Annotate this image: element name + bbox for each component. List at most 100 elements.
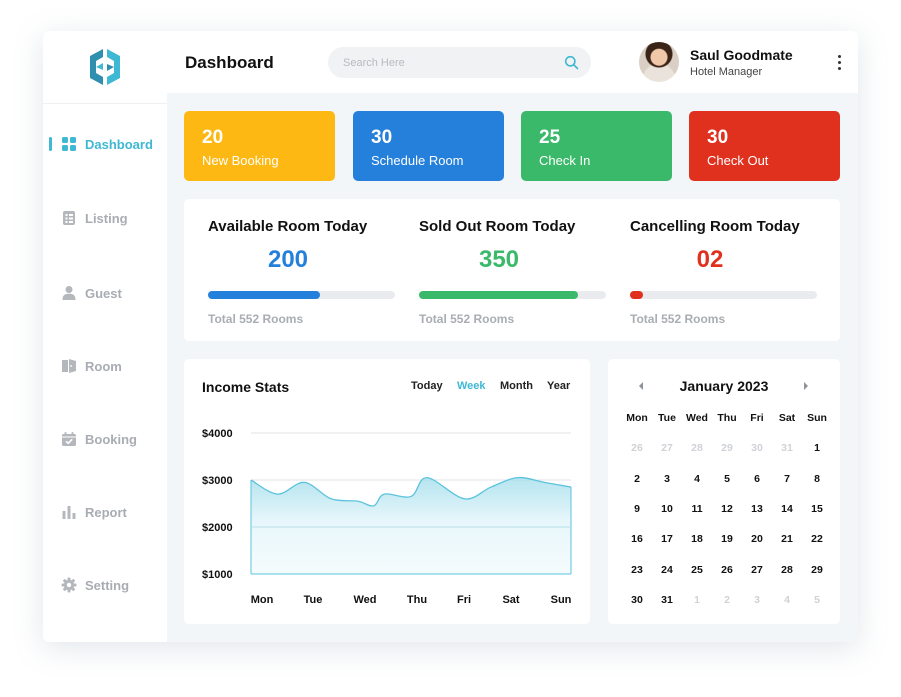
room-sold-out: Sold Out Room Today 350 Total 552 Rooms (419, 199, 606, 341)
calendar-day[interactable]: 1 (814, 442, 820, 455)
stat-value: 20 (202, 127, 224, 148)
calendar-day[interactable]: 14 (781, 502, 793, 515)
room-total: Total 552 Rooms (208, 312, 304, 326)
stat-card-new-booking[interactable]: 20 New Booking (184, 111, 335, 181)
calendar-day[interactable]: 30 (751, 442, 763, 455)
calendar-day[interactable]: 26 (631, 442, 643, 455)
calendar-day[interactable]: 8 (814, 472, 820, 485)
sidebar-item-setting[interactable]: Setting (43, 572, 167, 598)
calendar-day[interactable]: 28 (691, 442, 703, 455)
income-area (251, 477, 571, 574)
calendar-day[interactable]: 9 (634, 502, 640, 515)
range-tab-month[interactable]: Month (500, 380, 533, 392)
calendar-day[interactable]: 30 (631, 594, 643, 607)
calendar-day[interactable]: 21 (781, 533, 793, 546)
stat-card-schedule-room[interactable]: 30 Schedule Room (353, 111, 504, 181)
top-bar: Dashboard Saul Goodmate Hotel Manager (167, 31, 858, 93)
week-row: 9 10 11 12 13 14 15 (622, 494, 832, 524)
calendar-day[interactable]: 22 (811, 533, 823, 546)
calendar-day[interactable]: 4 (694, 472, 700, 485)
avatar[interactable] (639, 42, 679, 82)
gear-icon (61, 577, 77, 593)
weekday-label: Tue (658, 412, 676, 424)
sidebar-item-guest[interactable]: Guest (43, 280, 167, 306)
x-tick-label: Fri (457, 594, 471, 606)
week-row: 16 17 18 19 20 21 22 (622, 524, 832, 554)
calendar-day[interactable]: 13 (751, 502, 763, 515)
calendar-day[interactable]: 10 (661, 502, 673, 515)
calendar-panel: January 2023 Mon Tue Wed Thu Fri Sat Sun 26 27 28… (608, 359, 840, 624)
range-tab-year[interactable]: Year (547, 380, 571, 392)
calendar-day[interactable]: 31 (661, 594, 673, 607)
calendar-day[interactable]: 20 (751, 533, 763, 546)
calendar-day[interactable]: 31 (781, 442, 793, 455)
calendar-day[interactable]: 29 (811, 563, 823, 576)
calendar-day[interactable]: 5 (724, 472, 730, 485)
calendar-day[interactable]: 23 (631, 563, 643, 576)
calendar-day[interactable]: 19 (721, 533, 733, 546)
weekday-label: Wed (686, 412, 708, 424)
calendar-day[interactable]: 1 (694, 594, 700, 607)
calendar-day[interactable]: 2 (724, 594, 730, 607)
more-options-icon[interactable] (835, 53, 843, 71)
calendar-day[interactable]: 26 (721, 563, 733, 576)
page-title: Dashboard (185, 53, 274, 72)
room-value: 02 (696, 246, 724, 273)
sidebar-item-label: Listing (85, 211, 128, 226)
range-tab-today[interactable]: Today (411, 380, 443, 392)
calendar-day[interactable]: 27 (751, 563, 763, 576)
user-name: Saul Goodmate (690, 47, 793, 63)
calendar-day[interactable]: 11 (691, 502, 703, 515)
sidebar-item-report[interactable]: Report (43, 499, 167, 525)
room-available: Available Room Today 200 Total 552 Rooms (208, 199, 395, 341)
range-tab-week[interactable]: Week (457, 380, 486, 392)
calendar-day[interactable]: 29 (721, 442, 733, 455)
calendar-day[interactable]: 2 (634, 472, 640, 485)
calendar-day[interactable]: 15 (811, 502, 823, 515)
weekday-label: Sun (807, 412, 827, 424)
sidebar-item-listing[interactable]: Listing (43, 205, 167, 231)
calendar-day[interactable]: 7 (784, 472, 790, 485)
sidebar-item-room[interactable]: Room (43, 353, 167, 379)
room-title: Available Room Today (208, 218, 368, 235)
calendar-day[interactable]: 27 (661, 442, 673, 455)
app-window: Dashboard Listing Guest Ro (43, 31, 858, 642)
week-row: 26 27 28 29 30 31 1 (622, 433, 832, 463)
calendar-day[interactable]: 16 (631, 533, 643, 546)
sidebar-item-label: Booking (85, 432, 137, 447)
stat-label: New Booking (202, 153, 279, 168)
weekday-label: Fri (750, 412, 764, 424)
sidebar-item-label: Dashboard (85, 137, 153, 152)
x-tick-label: Wed (353, 594, 376, 606)
calendar-day[interactable]: 5 (814, 594, 820, 607)
income-stats-panel: $4000 $3000 $2000 $1000 Mon Tue Wed Thu Fri Sat Su… (184, 359, 590, 624)
x-tick-label: Sun (551, 594, 572, 606)
calendar-day[interactable]: 4 (784, 594, 790, 607)
chevron-left-icon[interactable] (636, 380, 646, 392)
stat-value: 30 (371, 127, 393, 148)
sidebar-item-dashboard[interactable]: Dashboard (43, 131, 167, 157)
chevron-right-icon[interactable] (801, 380, 811, 392)
calendar-day[interactable]: 17 (661, 533, 673, 546)
stat-card-check-out[interactable]: 30 Check Out (689, 111, 840, 181)
calendar-day[interactable]: 25 (691, 563, 703, 576)
room-cancelling: Cancelling Room Today 02 Total 552 Rooms (630, 199, 817, 341)
x-tick-label: Mon (251, 594, 274, 606)
stat-value: 25 (539, 127, 561, 148)
progress-bar (419, 291, 606, 299)
room-value: 200 (267, 246, 309, 273)
calendar-day[interactable]: 12 (721, 502, 733, 515)
calendar-day[interactable]: 24 (661, 563, 673, 576)
calendar-day[interactable]: 18 (691, 533, 703, 546)
calendar-day[interactable]: 3 (754, 594, 760, 607)
search-icon[interactable] (564, 55, 579, 70)
search-input[interactable] (328, 47, 591, 78)
sidebar-item-booking[interactable]: Booking (43, 426, 167, 452)
calendar-day[interactable]: 3 (664, 472, 670, 485)
calendar-day[interactable]: 6 (754, 472, 760, 485)
stat-card-check-in[interactable]: 25 Check In (521, 111, 672, 181)
stat-label: Check In (539, 153, 591, 168)
calendar-day[interactable]: 28 (781, 563, 793, 576)
y-tick-label: $4000 (202, 428, 233, 440)
logo-icon (90, 49, 120, 85)
